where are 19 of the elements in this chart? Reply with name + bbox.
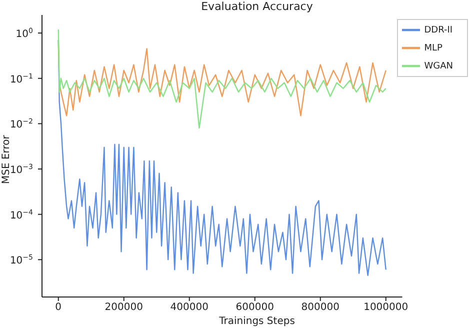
y-tick-label: 10$^{0}$: [16, 27, 33, 40]
y-tick-label: 10$^{−5}$: [10, 254, 33, 267]
legend-label: MLP: [424, 43, 442, 54]
y-tick-label: 10$^{−3}$: [10, 163, 33, 176]
x-tick-label: 200000: [104, 302, 143, 314]
y-tick-label: 10$^{−4}$: [10, 208, 34, 222]
x-tick-label: 1000000: [364, 302, 408, 314]
x-tick-label: 600000: [236, 302, 274, 314]
y-axis-title: MSE Error: [1, 136, 12, 184]
x-tick-label: 400000: [170, 302, 208, 314]
x-tick-label: 0: [55, 302, 62, 314]
y-tick-label: 10$^{−2}$: [10, 118, 33, 131]
x-tick-label: 800000: [301, 302, 340, 314]
y-tick-label: 10$^{−1}$: [10, 72, 33, 86]
chart-title: Evaluation Accuracy: [200, 0, 314, 13]
x-axis-title: Trainings Steps: [218, 316, 296, 327]
legend-label: DDR-II: [424, 25, 453, 36]
legend-label: WGAN: [424, 61, 453, 72]
line-series: [58, 28, 386, 129]
